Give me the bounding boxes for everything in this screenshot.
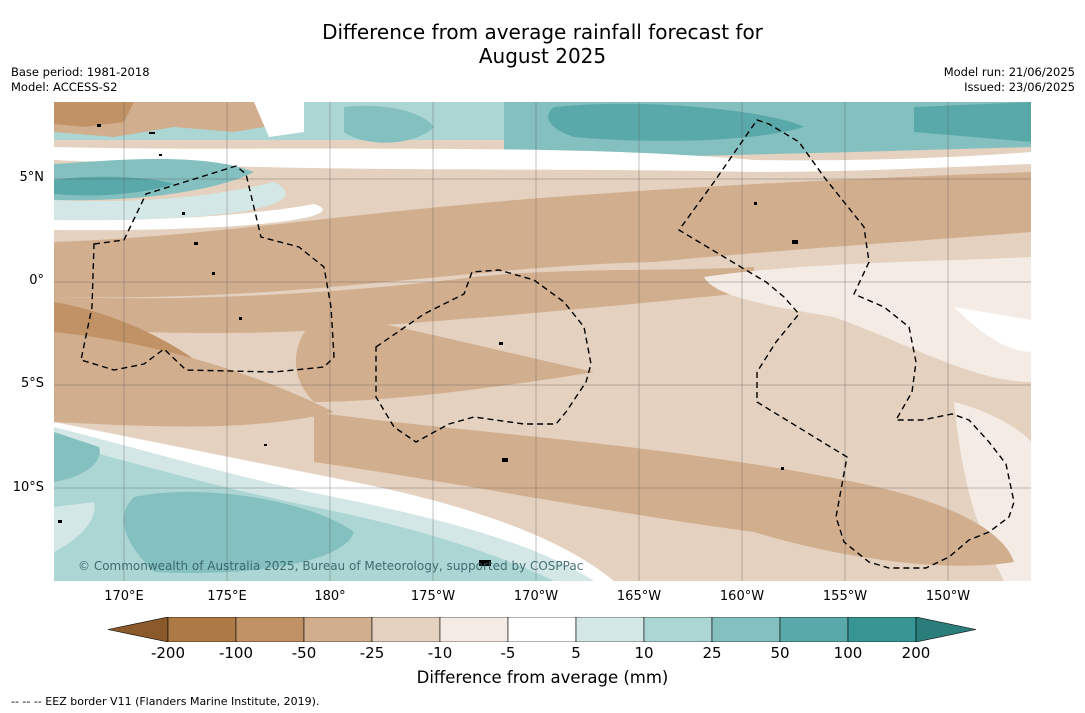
lon-label-170e: 170°E: [104, 589, 144, 604]
colorbar-svg: [107, 616, 977, 643]
north-wet-patch: [344, 105, 434, 143]
metadata-right: Model run: 21/06/2025 Issued: 23/06/2025: [944, 65, 1075, 95]
graticule: [54, 102, 1031, 581]
model-run: Model run: 21/06/2025: [943, 65, 1075, 79]
rainfall-anomaly-map: [54, 102, 1031, 581]
colorbar: [107, 616, 978, 643]
light-wet-5n: [54, 182, 286, 221]
lat-label-5s: 5°S: [20, 376, 44, 391]
colorbar-arrow-right: [915, 616, 977, 643]
islands: [58, 124, 798, 566]
issued-date: Issued: 23/06/2025: [964, 80, 1075, 94]
north-white-patch: [254, 102, 304, 137]
lat-label-10s: 10°S: [12, 480, 44, 495]
colorbar-segment-10: [779, 616, 849, 643]
lon-label-160w: 160°W: [719, 589, 765, 604]
cb-tick-11: 100: [833, 644, 863, 662]
lat-label-5n: 5°N: [19, 170, 45, 185]
cb-tick-2: -100: [218, 644, 254, 662]
cb-tick-8: 10: [634, 644, 654, 662]
dry-band-equator: [54, 267, 754, 334]
colorbar-segment-5: [439, 616, 509, 643]
colorbar-segment-9: [711, 616, 781, 643]
cb-tick-1: -200: [150, 644, 186, 662]
lon-label-165w: 165°W: [616, 589, 662, 604]
south-wet-core-1: [54, 432, 100, 482]
colorbar-segment-11: [847, 616, 917, 643]
wet-core-5n: [54, 176, 174, 196]
white-patch-east: [954, 307, 1031, 352]
copyright-notice: © Commonwealth of Australia 2025, Bureau…: [78, 559, 584, 573]
colorbar-segment-1: [167, 616, 237, 643]
title-line-2: August 2025: [478, 44, 607, 68]
title-line-1: Difference from average rainfall forecas…: [322, 20, 763, 44]
model-name: Model: ACCESS-S2: [11, 80, 118, 94]
lon-label-155w: 155°W: [822, 589, 868, 604]
colorbar-segment-2: [235, 616, 305, 643]
lon-label-175w: 175°W: [410, 589, 456, 604]
north-dry-core: [54, 102, 134, 127]
dry-band-central: [54, 172, 1031, 298]
lat-label-0: 0°: [29, 273, 44, 288]
lon-label-150w: 150°W: [925, 589, 971, 604]
cb-tick-12: 200: [901, 644, 931, 662]
colorbar-segment-4: [371, 616, 441, 643]
colorbar-segment-7: [575, 616, 645, 643]
dry-band-southern: [314, 412, 1014, 566]
dry-tongue: [295, 312, 594, 402]
cb-tick-9: 25: [702, 644, 722, 662]
cb-tick-3: -50: [291, 644, 317, 662]
cb-tick-4: -25: [359, 644, 385, 662]
colorbar-label: Difference from average (mm): [416, 668, 669, 687]
south-light-patch: [54, 502, 95, 552]
cb-tick-7: 5: [571, 644, 581, 662]
north-white-band: [54, 147, 1031, 172]
map-title: Difference from average rainfall forecas…: [0, 20, 1085, 68]
colorbar-segment-3: [303, 616, 373, 643]
colorbar-segment-6: [507, 616, 577, 643]
eez-borders: [80, 119, 1015, 569]
cb-tick-6: -5: [500, 644, 516, 662]
eez-legend-note: -- -- -- EEZ border V11 (Flanders Marine…: [11, 695, 320, 708]
north-wet-core-1: [548, 103, 804, 141]
light-dry-southeast: [954, 402, 1031, 581]
map-canvas: [54, 102, 1031, 581]
base-period: Base period: 1981-2018: [11, 65, 150, 79]
white-band-4n: [54, 204, 323, 231]
lon-label-180: 180°: [314, 589, 346, 604]
north-wet-core-2: [914, 102, 1031, 142]
cb-tick-10: 50: [770, 644, 790, 662]
south-wet-core-2: [123, 491, 354, 573]
light-dry-east: [704, 257, 1031, 382]
lon-label-175e: 175°E: [207, 589, 247, 604]
cb-tick-5: -10: [427, 644, 453, 662]
lon-label-170w: 170°W: [513, 589, 559, 604]
colorbar-arrow-left: [107, 616, 169, 643]
metadata-left: Base period: 1981-2018 Model: ACCESS-S2: [11, 65, 150, 95]
colorbar-segment-8: [643, 616, 713, 643]
